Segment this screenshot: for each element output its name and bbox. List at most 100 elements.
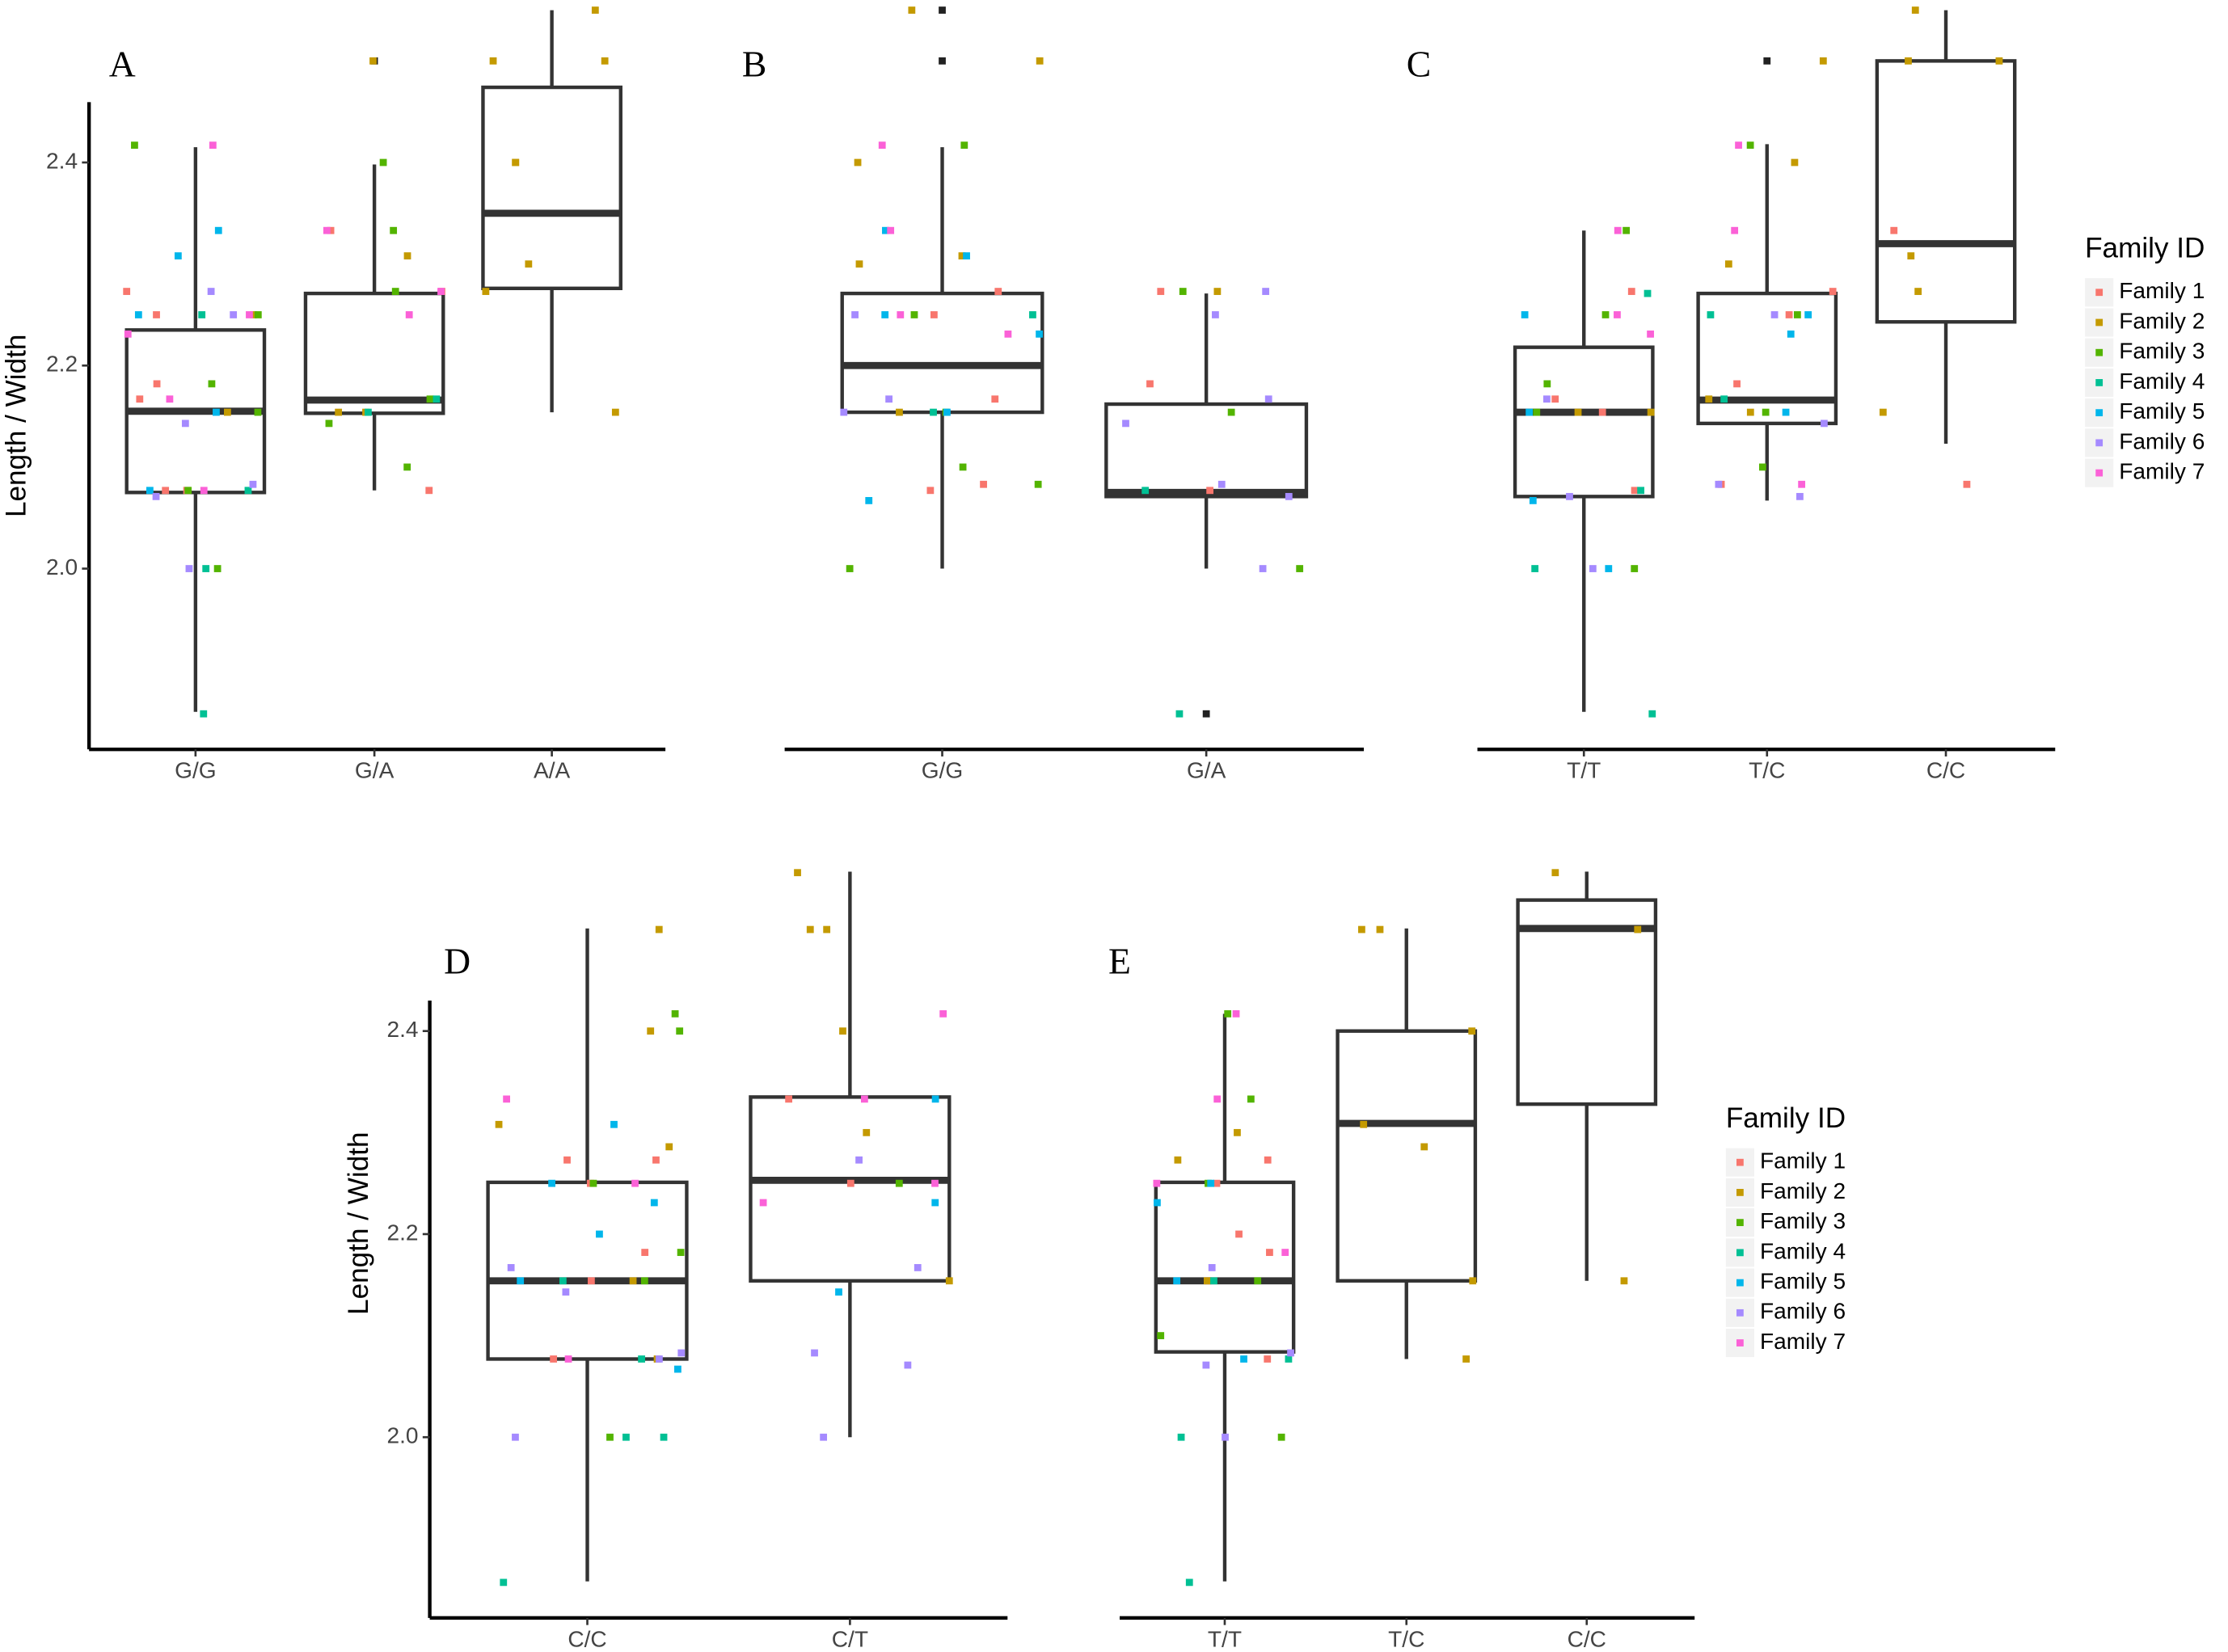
x-tick-label: C/T [832,1626,868,1651]
point [904,1361,912,1369]
x-tick-label: C/C [1926,758,1965,783]
point [1770,311,1779,318]
point [660,1433,668,1441]
x-tick-label: T/C [1388,1626,1424,1651]
point [677,1349,686,1357]
point [963,252,970,259]
point [1469,1277,1477,1285]
point [202,565,210,572]
point [207,288,215,295]
point [897,311,905,318]
point [840,408,848,416]
point [647,1027,655,1035]
point [1601,311,1610,318]
point [1620,1277,1628,1285]
legend-label: Family 4 [2119,369,2205,394]
point [181,419,189,428]
x-tick-label: T/T [1208,1626,1242,1651]
point [153,380,161,388]
point [437,288,445,295]
legend-swatch [1736,1158,1744,1166]
point [931,1199,939,1207]
point [631,1179,639,1187]
point [835,1288,842,1296]
point [379,158,387,166]
point [930,311,938,318]
point [184,487,192,495]
point [1264,1156,1272,1164]
point [1647,408,1655,416]
point [839,1027,846,1035]
point [166,395,174,403]
point [878,141,886,150]
point [1036,330,1043,338]
point [1153,1179,1161,1187]
point [1782,408,1790,416]
point [1277,1433,1285,1441]
legend-title: Family ID [2085,232,2205,263]
box [1154,1180,1296,1354]
legend-label: Family 1 [1760,1148,1846,1174]
legend-swatch [2095,439,2104,447]
point [1262,288,1270,295]
point [939,1009,947,1018]
point [1213,1179,1221,1187]
point [1914,288,1922,295]
point [249,480,257,488]
point [548,1179,555,1187]
point [369,57,377,65]
y-axis-title: Length / Width [1,335,32,517]
panel-letter: A [109,44,136,85]
point [426,395,434,403]
point [403,463,411,471]
point [200,487,208,495]
point [908,6,916,14]
point [1543,395,1551,403]
point [1212,311,1219,318]
point [1551,395,1559,403]
point [1247,1095,1255,1103]
point [1217,480,1226,488]
point [887,226,895,234]
box [1875,59,2017,324]
point [1821,419,1828,428]
point [1804,311,1812,318]
point [1647,330,1654,338]
point [1285,492,1293,500]
point [1879,408,1887,416]
point [1525,408,1534,416]
point [1232,1009,1240,1018]
point [846,565,854,572]
point [1154,1199,1161,1207]
point [1179,288,1187,295]
point [1146,380,1154,388]
x-tick-label: A/A [534,758,571,783]
point [610,1120,618,1128]
point [230,311,238,318]
point [1004,330,1012,338]
point [1793,311,1801,318]
point [1208,1264,1216,1271]
point [1224,1009,1232,1018]
point [323,226,331,234]
legend-swatch [1736,1249,1744,1257]
point [1207,1179,1215,1187]
point [433,395,441,403]
box [1516,898,1658,1106]
point [794,869,801,877]
box [1513,345,1655,499]
point [495,1120,503,1128]
point [390,226,398,234]
point [1203,1277,1211,1285]
point [1890,226,1898,234]
point [665,1143,673,1151]
point [564,1355,572,1363]
point [863,1128,871,1136]
point [959,463,967,471]
point [1264,395,1272,403]
point [327,226,335,234]
point [882,226,889,234]
point [1796,492,1804,500]
point [601,57,609,65]
